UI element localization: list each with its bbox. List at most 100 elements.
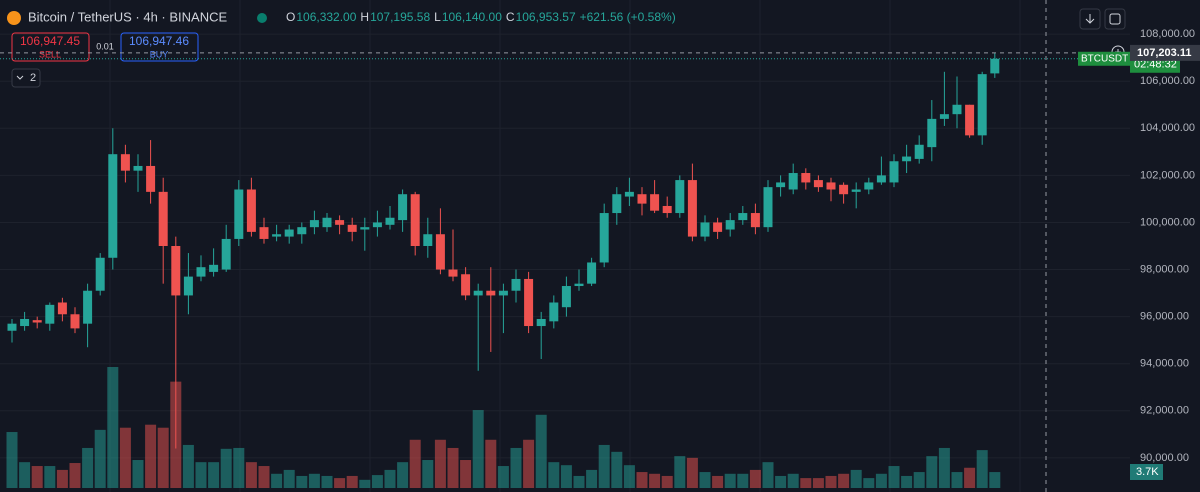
- candle-body: [335, 220, 345, 225]
- volume-bar: [359, 479, 371, 488]
- reset-icon: [1109, 13, 1121, 25]
- candle-body: [284, 229, 294, 237]
- candle-body: [750, 213, 760, 228]
- arrow-icon: [1085, 14, 1095, 24]
- buy-price: 106,947.46: [129, 34, 189, 48]
- volume-bar: [472, 410, 484, 488]
- candle-body: [209, 264, 219, 272]
- buy-button[interactable]: [120, 32, 199, 62]
- candle-body: [952, 104, 962, 115]
- volume-bar: [245, 462, 257, 488]
- volume-bar: [271, 473, 283, 488]
- volume-bar: [409, 439, 421, 488]
- candle-body: [385, 217, 395, 225]
- price-axis: [1130, 0, 1200, 492]
- candle-body: [259, 227, 269, 239]
- candle-body: [902, 156, 912, 162]
- candle-body: [549, 302, 559, 322]
- volume-bar: [397, 462, 409, 488]
- volume-bar: [195, 462, 207, 488]
- reset-button[interactable]: [1104, 8, 1126, 30]
- candle-body: [83, 290, 93, 324]
- volume-bar: [623, 465, 635, 488]
- volume-bar: [535, 414, 547, 488]
- volume-bar: [19, 462, 31, 488]
- symbol-tag-bg: [1078, 51, 1130, 66]
- candles: [7, 53, 1000, 449]
- candle-body: [713, 222, 723, 232]
- volume-bar: [107, 367, 119, 488]
- candle-body: [234, 189, 244, 239]
- y-tick-label: 100,000.00: [1140, 216, 1195, 228]
- symbol-title: Bitcoin / TetherUS · 4h · BINANCE: [28, 9, 227, 24]
- candle-body: [473, 290, 483, 296]
- volume-bar: [787, 473, 799, 488]
- scroll-button[interactable]: [1079, 8, 1101, 30]
- candle-body: [461, 274, 471, 296]
- volume-bar: [901, 475, 913, 488]
- symbol-tag: BTCUSDT: [1081, 53, 1128, 64]
- candle-body: [372, 222, 382, 228]
- ohlc-value: 106,332.00: [296, 10, 356, 24]
- volume-bar: [888, 466, 900, 488]
- crosshair-price-bg: [1130, 44, 1200, 61]
- candle-body: [839, 184, 849, 195]
- candle-body: [700, 222, 710, 237]
- candle-body: [246, 189, 256, 232]
- candle-body: [410, 194, 420, 246]
- buy-label: BUY: [150, 49, 169, 59]
- y-tick-label: 98,000.00: [1140, 263, 1189, 275]
- candle-body: [398, 194, 408, 221]
- symbol-icon: [7, 11, 21, 25]
- y-tick-label: 90,000.00: [1140, 452, 1189, 464]
- volume-bar: [460, 460, 472, 488]
- volume-bar: [749, 469, 761, 488]
- ohlc-key: H: [360, 10, 369, 24]
- indicators-count: 2: [30, 72, 36, 84]
- volume-bar: [737, 473, 749, 488]
- candle-body: [70, 314, 80, 329]
- volume-bar: [636, 472, 648, 488]
- volume-bar: [926, 456, 938, 488]
- y-tick-label: 96,000.00: [1140, 311, 1189, 323]
- volume-bar: [56, 469, 68, 488]
- candle-body: [650, 194, 660, 211]
- volume-bar: [560, 465, 572, 488]
- volume-bar: [220, 448, 232, 488]
- volume-bar: [434, 439, 446, 488]
- volume-bar: [548, 462, 560, 488]
- countdown: 02:48:32: [1134, 59, 1177, 71]
- volume-bar: [94, 429, 106, 488]
- volume-bar: [346, 475, 358, 488]
- volume-bar: [863, 478, 875, 488]
- volume-bar: [812, 478, 824, 488]
- candle-body: [599, 213, 609, 263]
- volume-bar: [145, 424, 157, 488]
- volume-bar: [321, 475, 333, 488]
- sell-button[interactable]: [11, 32, 90, 62]
- volume-bar: [573, 475, 585, 488]
- candle-body: [725, 220, 735, 230]
- candle-body: [687, 180, 697, 237]
- indicators-toggle[interactable]: [11, 68, 41, 88]
- volume-bar: [485, 439, 497, 488]
- y-tick-label: 104,000.00: [1140, 122, 1195, 134]
- ohlc-key: O: [286, 10, 295, 24]
- volume-label-bg: [1130, 464, 1163, 480]
- candle-body: [914, 144, 924, 159]
- crosshair-price: 107,203.11: [1137, 47, 1191, 59]
- candle-body: [675, 180, 685, 214]
- ohlc-key: L: [434, 10, 441, 24]
- volume-bar: [850, 469, 862, 488]
- candle-body: [927, 118, 937, 148]
- volume-bar: [447, 447, 459, 488]
- candle-body: [171, 246, 181, 296]
- volume-bar: [132, 460, 144, 488]
- ohlc-legend: O 106,332.00 H 107,195.58 L 106,140.00 C 106,95…: [286, 10, 676, 24]
- candle-body: [851, 189, 861, 192]
- candle-body: [574, 283, 584, 287]
- y-tick-label: 92,000.00: [1140, 405, 1189, 417]
- ohlc-value: 106,953.57: [516, 10, 576, 24]
- candle-body: [612, 194, 622, 214]
